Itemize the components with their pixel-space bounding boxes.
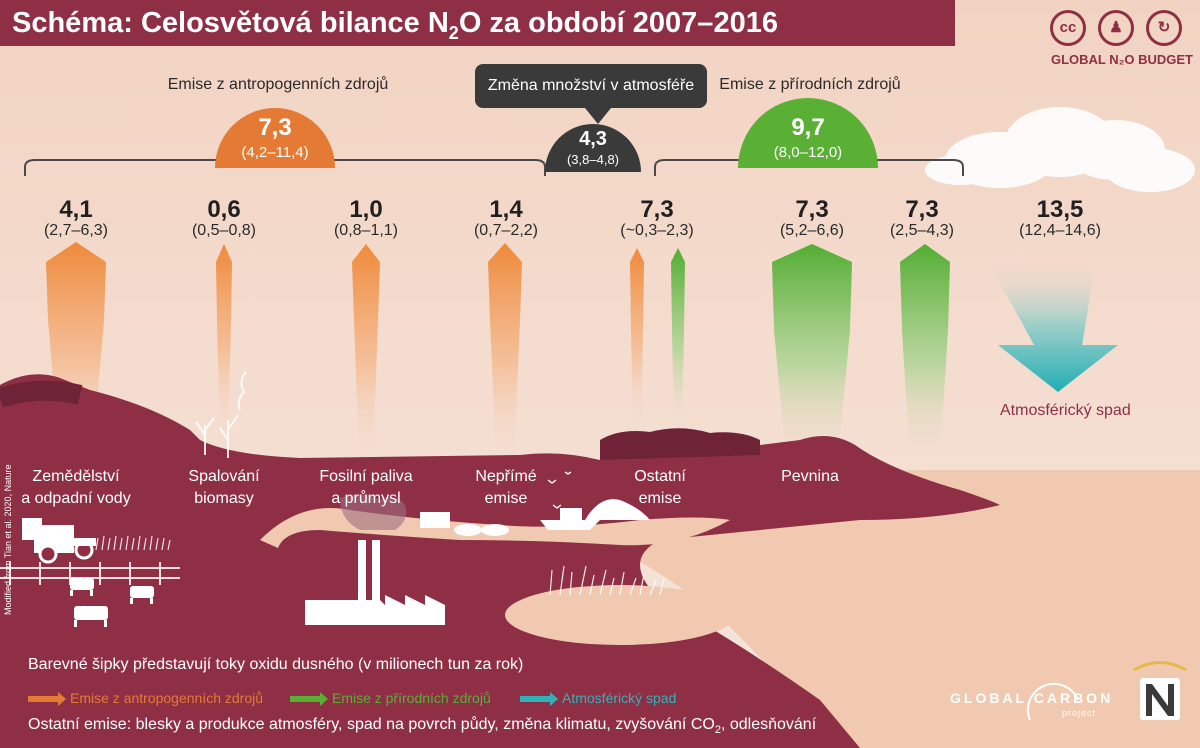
natural-header: Emise z přírodních zdrojů [719,76,901,93]
legend-item-anthropogenic: Emise z antropogenních zdrojů [70,690,263,706]
cows-icon [70,578,154,627]
by-person-icon[interactable]: ♟ [1098,10,1134,46]
sink-label: Atmosférický spad [1000,402,1131,419]
pond [505,585,735,645]
source-label-other: Ostatní emise [634,468,686,507]
anthropogenic-total-range: (4,2–11,4) [241,144,309,161]
anthropogenic-dome [215,108,335,168]
flux-value: 7,3 [905,196,939,223]
flux-value: 7,3 [795,196,829,223]
atmosphere-dome [545,124,641,172]
atmosphere-change-callout: Změna množství v atmosféře [475,64,707,108]
flux-range: (0,7–2,2) [473,222,539,239]
ocean-area [600,470,1200,748]
reeds-icon [549,565,665,596]
page-title: Schéma: Celosvětová bilance N2O za obdob… [0,0,955,46]
callout-pointer [585,108,611,124]
natural-total-range: (8,0–12,0) [773,144,843,161]
source-label-fossil: Fosilní paliva a průmysl [319,468,413,507]
birds-icon [547,471,572,509]
boat-icon [540,508,600,530]
tractor-icon [22,518,96,564]
flux-arrow-indirect [488,243,522,460]
atmosphere-change-range: (3,8–4,8) [566,152,620,167]
source-label-land: Pevnina [781,468,839,485]
anthropogenic-header: Emise z antropogenních zdrojů [167,76,389,93]
nitrogen-logo [1133,661,1187,720]
tree-cluster [600,428,760,460]
natural-dome [738,98,878,168]
grass [95,535,171,551]
flux-arrow-deposition [985,258,1118,392]
source-label-indirect: Nepřímé emise [475,468,537,507]
flux-value: 13,5 [1036,196,1084,223]
legend-item-deposition: Atmosférický spad [562,690,677,706]
flux-value: 0,6 [207,196,241,223]
island-icon [585,499,650,520]
flux-arrow-ocean [900,244,950,460]
source-label-agriculture: Zemědělství a odpadní vody [21,468,131,507]
gcp-logo-text: GLOBAL CARBON [950,690,1114,706]
legend-caption: Barevné šipky představují toky oxidu dus… [28,656,524,673]
flux-arrow-biomass [216,244,232,440]
flux-value: 1,4 [489,196,523,223]
flux-arrow-fossil [352,244,380,460]
legend-swatch-natural [290,692,328,706]
flux-value: 4,1 [59,196,93,223]
burning-trees-icon [195,371,247,458]
gcp-logo-ring [1027,683,1079,721]
cc-icon[interactable]: cc [1050,10,1086,46]
anthropogenic-total-value: 7,3 [258,114,292,141]
credit-text: Modified from Tian et al. 2020, Nature [3,464,13,615]
legend-item-natural: Emise z přírodních zdrojů [332,690,491,706]
clouds [925,107,1195,192]
flux-range: (0,5–0,8) [191,222,257,239]
flux-arrow-other-natural [671,248,685,430]
legend-swatch-anthropogenic [28,692,66,706]
flux-value: 1,0 [349,196,383,223]
global-n2o-budget-label: GLOBAL N₂O BUDGET [1050,52,1193,67]
factory-icon [305,540,445,625]
forest-hill [0,380,83,408]
flux-value: 7,3 [640,196,674,223]
treatment-plant-icon [420,512,509,536]
legend-swatch-deposition [520,692,558,706]
flux-range: (2,7–6,3) [43,222,109,239]
smoke-icon [340,494,407,530]
ocean-label: Oceán [900,490,948,507]
gcp-logo-subtext: project [1062,708,1097,718]
flux-arrow-other-anthro [630,248,644,430]
flux-range: (5,2–6,6) [779,222,845,239]
legend-other-emissions: Ostatní emise: blesky a produkce atmosfé… [28,716,817,737]
share-alike-icon[interactable]: ↻ [1146,10,1182,46]
flux-range: (2,5–4,3) [889,222,955,239]
flux-range: (0,8–1,1) [333,222,399,239]
land-area [0,374,1000,748]
flux-arrow-land [772,244,852,460]
atmosphere-change-value: 4,3 [579,128,607,150]
natural-total-value: 9,7 [791,114,825,141]
source-label-biomass: Spalování biomasy [188,468,260,507]
flux-range: (12,4–14,6) [1019,222,1101,239]
flux-range: (~0,3–2,3) [620,222,694,239]
